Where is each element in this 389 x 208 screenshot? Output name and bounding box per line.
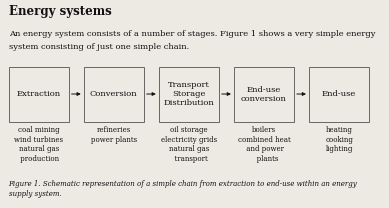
Text: Figure 1. Schematic representation of a simple chain from extraction to end-use : Figure 1. Schematic representation of a … <box>9 180 357 198</box>
Text: refineries
power plants: refineries power plants <box>91 126 137 144</box>
Bar <box>309 67 369 122</box>
Bar <box>9 67 69 122</box>
Bar <box>159 67 219 122</box>
Text: oil storage
electricity grids
natural gas
  transport: oil storage electricity grids natural ga… <box>161 126 217 163</box>
Text: heating
cooking
lighting: heating cooking lighting <box>325 126 353 154</box>
Bar <box>234 67 294 122</box>
Text: Transport
Storage
Distribution: Transport Storage Distribution <box>163 81 214 107</box>
Text: End-use: End-use <box>322 90 356 98</box>
Text: An energy system consists of a number of stages. Figure 1 shows a very simple en: An energy system consists of a number of… <box>9 30 375 38</box>
Text: End-use
conversion: End-use conversion <box>241 85 287 103</box>
Text: system consisting of just one simple chain.: system consisting of just one simple cha… <box>9 43 189 51</box>
Text: Conversion: Conversion <box>90 90 138 98</box>
Text: boilers
combined heat
 and power
   plants: boilers combined heat and power plants <box>238 126 291 163</box>
Text: coal mining
wind turbines
natural gas
 production: coal mining wind turbines natural gas pr… <box>14 126 63 163</box>
Text: Energy systems: Energy systems <box>9 5 111 18</box>
Text: Extraction: Extraction <box>17 90 61 98</box>
Bar <box>84 67 144 122</box>
